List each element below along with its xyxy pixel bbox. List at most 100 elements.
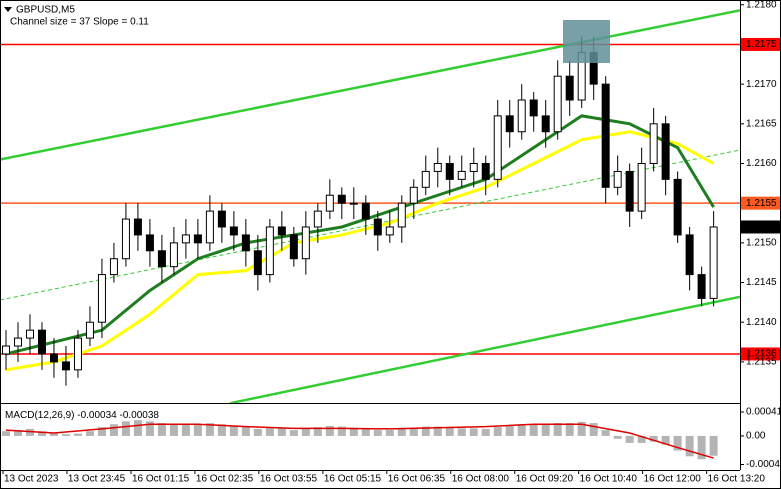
macd-bar [577, 421, 586, 436]
candle-body [469, 162, 478, 172]
candle-body [601, 83, 610, 188]
candle-body [1, 345, 10, 355]
macd-bar [205, 423, 214, 436]
macd-label: MACD(12,26,9) -0.00034 -0.00038 [5, 410, 159, 421]
x-tick-label: 16 Oct 13:20 [708, 474, 766, 485]
macd-bar [709, 435, 718, 456]
candle-body [337, 194, 346, 204]
macd-bar [241, 427, 250, 436]
candle-body [205, 210, 214, 244]
macd-bar [445, 427, 454, 436]
candle-body [493, 115, 502, 180]
candle-body [145, 234, 154, 252]
macd-bar [505, 425, 514, 436]
candle-body [685, 234, 694, 276]
macd-bar [613, 435, 622, 439]
candle-body [697, 274, 706, 299]
x-tick-label: 16 Oct 03:55 [260, 474, 318, 485]
candle-body [85, 321, 94, 339]
line-series [5, 423, 714, 459]
macd-bar [409, 427, 418, 436]
candle-body [325, 194, 334, 212]
candle-body [517, 99, 526, 133]
macd-signal-value: -0.00038 [120, 410, 160, 421]
macd-bar [697, 435, 706, 460]
candle-body [121, 218, 130, 260]
level-label: 1.2136 [746, 349, 777, 360]
macd-name: MACD(12,26,9) [5, 410, 74, 421]
macd-bar [289, 430, 298, 436]
candle-body [37, 329, 46, 355]
macd-bar [649, 435, 658, 442]
y-tick-label: 1.2170 [746, 79, 777, 90]
candle-body [433, 162, 442, 172]
candle-body [301, 226, 310, 260]
macd-bar [517, 424, 526, 436]
macd-bar [265, 427, 274, 436]
macd-bar [625, 435, 634, 443]
candle-body [361, 202, 370, 220]
x-tick-label: 16 Oct 02:35 [196, 474, 254, 485]
candle-body [397, 202, 406, 228]
candle-body [157, 250, 166, 268]
macd-bar [97, 427, 106, 436]
x-tick-label: 16 Oct 08:00 [452, 474, 510, 485]
macd-bar [481, 428, 490, 436]
x-tick-label: 16 Oct 01:15 [132, 474, 190, 485]
macd-bar [565, 423, 574, 436]
level-box [741, 347, 780, 361]
macd-bar [361, 429, 370, 436]
candle-body [553, 75, 562, 133]
macd-bar [553, 423, 562, 436]
candle-body [373, 218, 382, 236]
macd-bar [49, 433, 58, 436]
macd-bar [109, 424, 118, 436]
candle-body [313, 210, 322, 228]
candle-body [289, 234, 298, 260]
y-tick-label: 1.2165 [746, 118, 777, 129]
macd-bar [685, 435, 694, 457]
macd-bar [85, 431, 94, 436]
candle-body [457, 170, 466, 180]
macd-bar [121, 421, 130, 436]
macd-bar [421, 426, 430, 436]
macd-bar [337, 426, 346, 436]
macd-y-tick-label: -0.00049 [746, 459, 781, 470]
macd-bar [493, 427, 502, 436]
macd-bar [169, 424, 178, 436]
y-tick-label: 1.2150 [746, 237, 777, 248]
candle-body [277, 226, 286, 236]
candle-body [181, 234, 190, 244]
overlay: 1.2175 1.2155 1.2152 1.2136 [741, 37, 780, 361]
macd-bar [1, 431, 10, 436]
x-tick-label: 16 Oct 10:40 [580, 474, 638, 485]
macd-bar [73, 433, 82, 436]
macd-bar [253, 428, 262, 436]
macd-bar [37, 431, 46, 436]
macd-bar [25, 428, 34, 436]
y-tick-label: 1.2180 [746, 0, 777, 10]
macd-bar [637, 435, 646, 443]
x-tick-label: 16 Oct 09:20 [516, 474, 574, 485]
candle-body [637, 162, 646, 212]
macd-bar [325, 426, 334, 436]
macd-bar [133, 420, 142, 436]
x-tick-label: 13 Oct 2023 [4, 474, 59, 485]
macd-bar [385, 430, 394, 436]
candle-body [169, 242, 178, 268]
macd-bar [301, 428, 310, 436]
candle-body [193, 234, 202, 244]
level-box [741, 220, 780, 234]
level-label: 1.2155 [746, 198, 777, 209]
macd-hist-value: -0.00034 [77, 410, 117, 421]
candle-body [49, 353, 58, 363]
candle-body [133, 218, 142, 236]
macd-y-tick-label: 0.00041 [746, 407, 781, 418]
candle-body [409, 186, 418, 204]
candle-body [265, 226, 274, 276]
x-tick-label: 16 Oct 05:15 [324, 474, 382, 485]
candle-body [13, 337, 22, 347]
candle-body [229, 226, 238, 236]
candle-body [25, 329, 34, 339]
macd-bar [661, 435, 670, 445]
